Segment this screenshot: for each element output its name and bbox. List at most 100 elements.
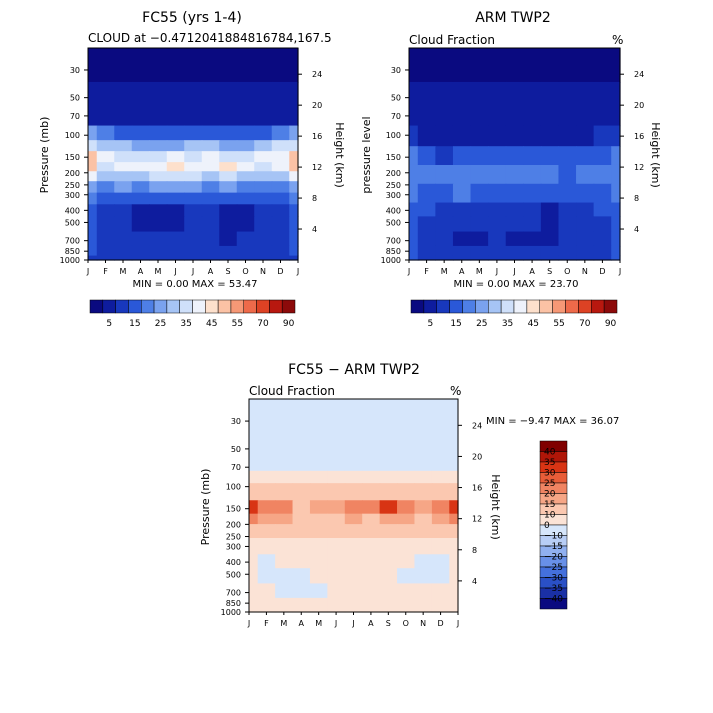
x-tick-label: A — [368, 619, 374, 628]
heatmap-cell — [414, 607, 433, 613]
heatmap-cell — [131, 192, 150, 205]
heatmap-cell — [131, 204, 150, 217]
colorbar-swatch — [488, 299, 502, 314]
colorbar-swatch — [269, 299, 283, 314]
heatmap-cell — [254, 162, 273, 172]
y-tick-label: 70 — [391, 112, 401, 121]
heatmap-cell — [236, 231, 255, 247]
y-tick-label: 30 — [70, 66, 80, 75]
heatmap-cell — [249, 583, 259, 599]
x-tick-label: N — [260, 267, 266, 276]
y-tick-label: 30 — [231, 417, 241, 426]
heatmap-cell — [397, 433, 416, 472]
heatmap-cell — [431, 538, 450, 555]
heatmap-cell — [166, 162, 185, 172]
heatmap-cell — [219, 181, 238, 194]
heatmap-cell — [558, 164, 577, 185]
heatmap-cell — [219, 81, 238, 127]
heatmap-cell — [417, 146, 436, 166]
heatmap-cell — [488, 146, 507, 166]
heatmap-cell — [540, 125, 560, 147]
x-tick-label: A — [208, 267, 214, 276]
heatmap-cell — [611, 202, 621, 217]
heatmap-cell — [362, 568, 381, 585]
heatmap-cell — [558, 146, 577, 166]
heatmap-cell — [540, 255, 560, 261]
panel-fc55-minmax: MIN = 0.00 MAX = 53.47 — [133, 279, 258, 290]
heatmap-cell — [275, 470, 294, 484]
y-tick-label: 50 — [391, 94, 401, 103]
heatmap-cell — [523, 164, 542, 185]
heatmap-cell — [397, 538, 416, 555]
heatmap-cell — [88, 140, 98, 152]
heatmap-cell — [449, 399, 459, 434]
heatmap-cell — [249, 513, 259, 525]
heatmap-cell — [379, 583, 398, 599]
heatmap-cell — [166, 171, 185, 182]
panel-fc55-ylabel: Pressure (mb) — [38, 117, 51, 194]
heatmap-cell — [470, 255, 489, 261]
colorbar-label: 45 — [528, 319, 539, 329]
heatmap-cell — [540, 216, 560, 233]
heatmap-cell — [379, 554, 398, 569]
colorbar-label: 90 — [605, 319, 617, 329]
y-tick-label: 100 — [386, 131, 401, 140]
colorbar-swatch — [128, 299, 142, 314]
heatmap-cell — [249, 433, 259, 472]
heatmap-cell — [593, 202, 612, 217]
y-tick-label: 200 — [65, 169, 80, 178]
heatmap-cell — [131, 231, 150, 247]
heatmap-cell — [201, 162, 220, 172]
heatmap-cell — [435, 231, 454, 247]
y2-tick-label: 20 — [312, 101, 322, 110]
heatmap-cell — [327, 597, 346, 609]
heatmap-cell — [414, 483, 433, 501]
heatmap-cell — [309, 524, 328, 539]
heatmap-cell — [271, 81, 290, 127]
heatmap-cell — [362, 483, 381, 501]
heatmap-cell — [249, 554, 259, 569]
heatmap-cell — [379, 513, 398, 525]
heatmap-cell — [523, 183, 542, 204]
colorbar-label: −15 — [544, 542, 563, 552]
y-tick-label: 250 — [386, 181, 401, 190]
y2-tick-label: 12 — [472, 515, 482, 524]
heatmap-cell — [449, 583, 459, 599]
heatmap-cell — [275, 554, 294, 569]
y2-tick-label: 20 — [634, 101, 644, 110]
panel-arm: ARM TWP2 Cloud Fraction % 30 50 70 100 150 20… — [360, 10, 662, 329]
heatmap-cell — [505, 146, 524, 166]
heatmap-cell — [88, 48, 98, 83]
heatmap-cell — [201, 231, 220, 247]
heatmap-cell — [449, 433, 459, 472]
heatmap-cell — [309, 554, 328, 569]
heatmap-cell — [292, 538, 311, 555]
heatmap-cell — [257, 583, 276, 599]
x-tick-label: F — [103, 267, 108, 276]
heatmap-cell — [452, 255, 472, 261]
heatmap-cell — [292, 433, 311, 472]
heatmap-cell — [166, 140, 185, 152]
heatmap-cell — [201, 192, 220, 205]
colorbar-label: 35 — [180, 319, 191, 329]
heatmap-cell — [184, 181, 203, 194]
x-tick-label: F — [424, 267, 429, 276]
heatmap-cell — [96, 48, 115, 83]
heatmap-cell — [254, 125, 273, 141]
heatmap-cell — [236, 216, 255, 233]
heatmap-cell — [249, 568, 259, 585]
heatmap-cell — [417, 202, 436, 217]
x-tick-label: J — [173, 267, 176, 276]
heatmap-cell — [523, 231, 542, 247]
heatmap-cell — [540, 81, 560, 127]
heatmap-cell — [131, 125, 150, 141]
heatmap-cell — [184, 162, 203, 172]
heatmap-cell — [219, 125, 238, 141]
heatmap-cell — [201, 255, 220, 261]
y2-tick-label: 4 — [634, 225, 639, 234]
y2-tick-label: 8 — [634, 194, 639, 203]
heatmap-cell — [166, 48, 185, 83]
y2-tick-label: 12 — [312, 163, 322, 172]
heatmap-cell — [452, 202, 472, 217]
